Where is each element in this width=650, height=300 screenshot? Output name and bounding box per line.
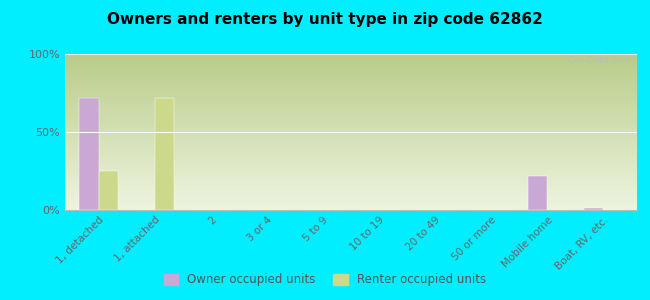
Bar	[528, 176, 547, 210]
Text: Owners and renters by unit type in zip code 62862: Owners and renters by unit type in zip c…	[107, 12, 543, 27]
Bar	[584, 208, 603, 210]
Text: City-Data.com: City-Data.com	[567, 56, 631, 64]
Legend: Owner occupied units, Renter occupied units: Owner occupied units, Renter occupied un…	[159, 269, 491, 291]
Bar	[155, 98, 174, 210]
Bar	[79, 98, 99, 210]
Bar	[99, 171, 118, 210]
